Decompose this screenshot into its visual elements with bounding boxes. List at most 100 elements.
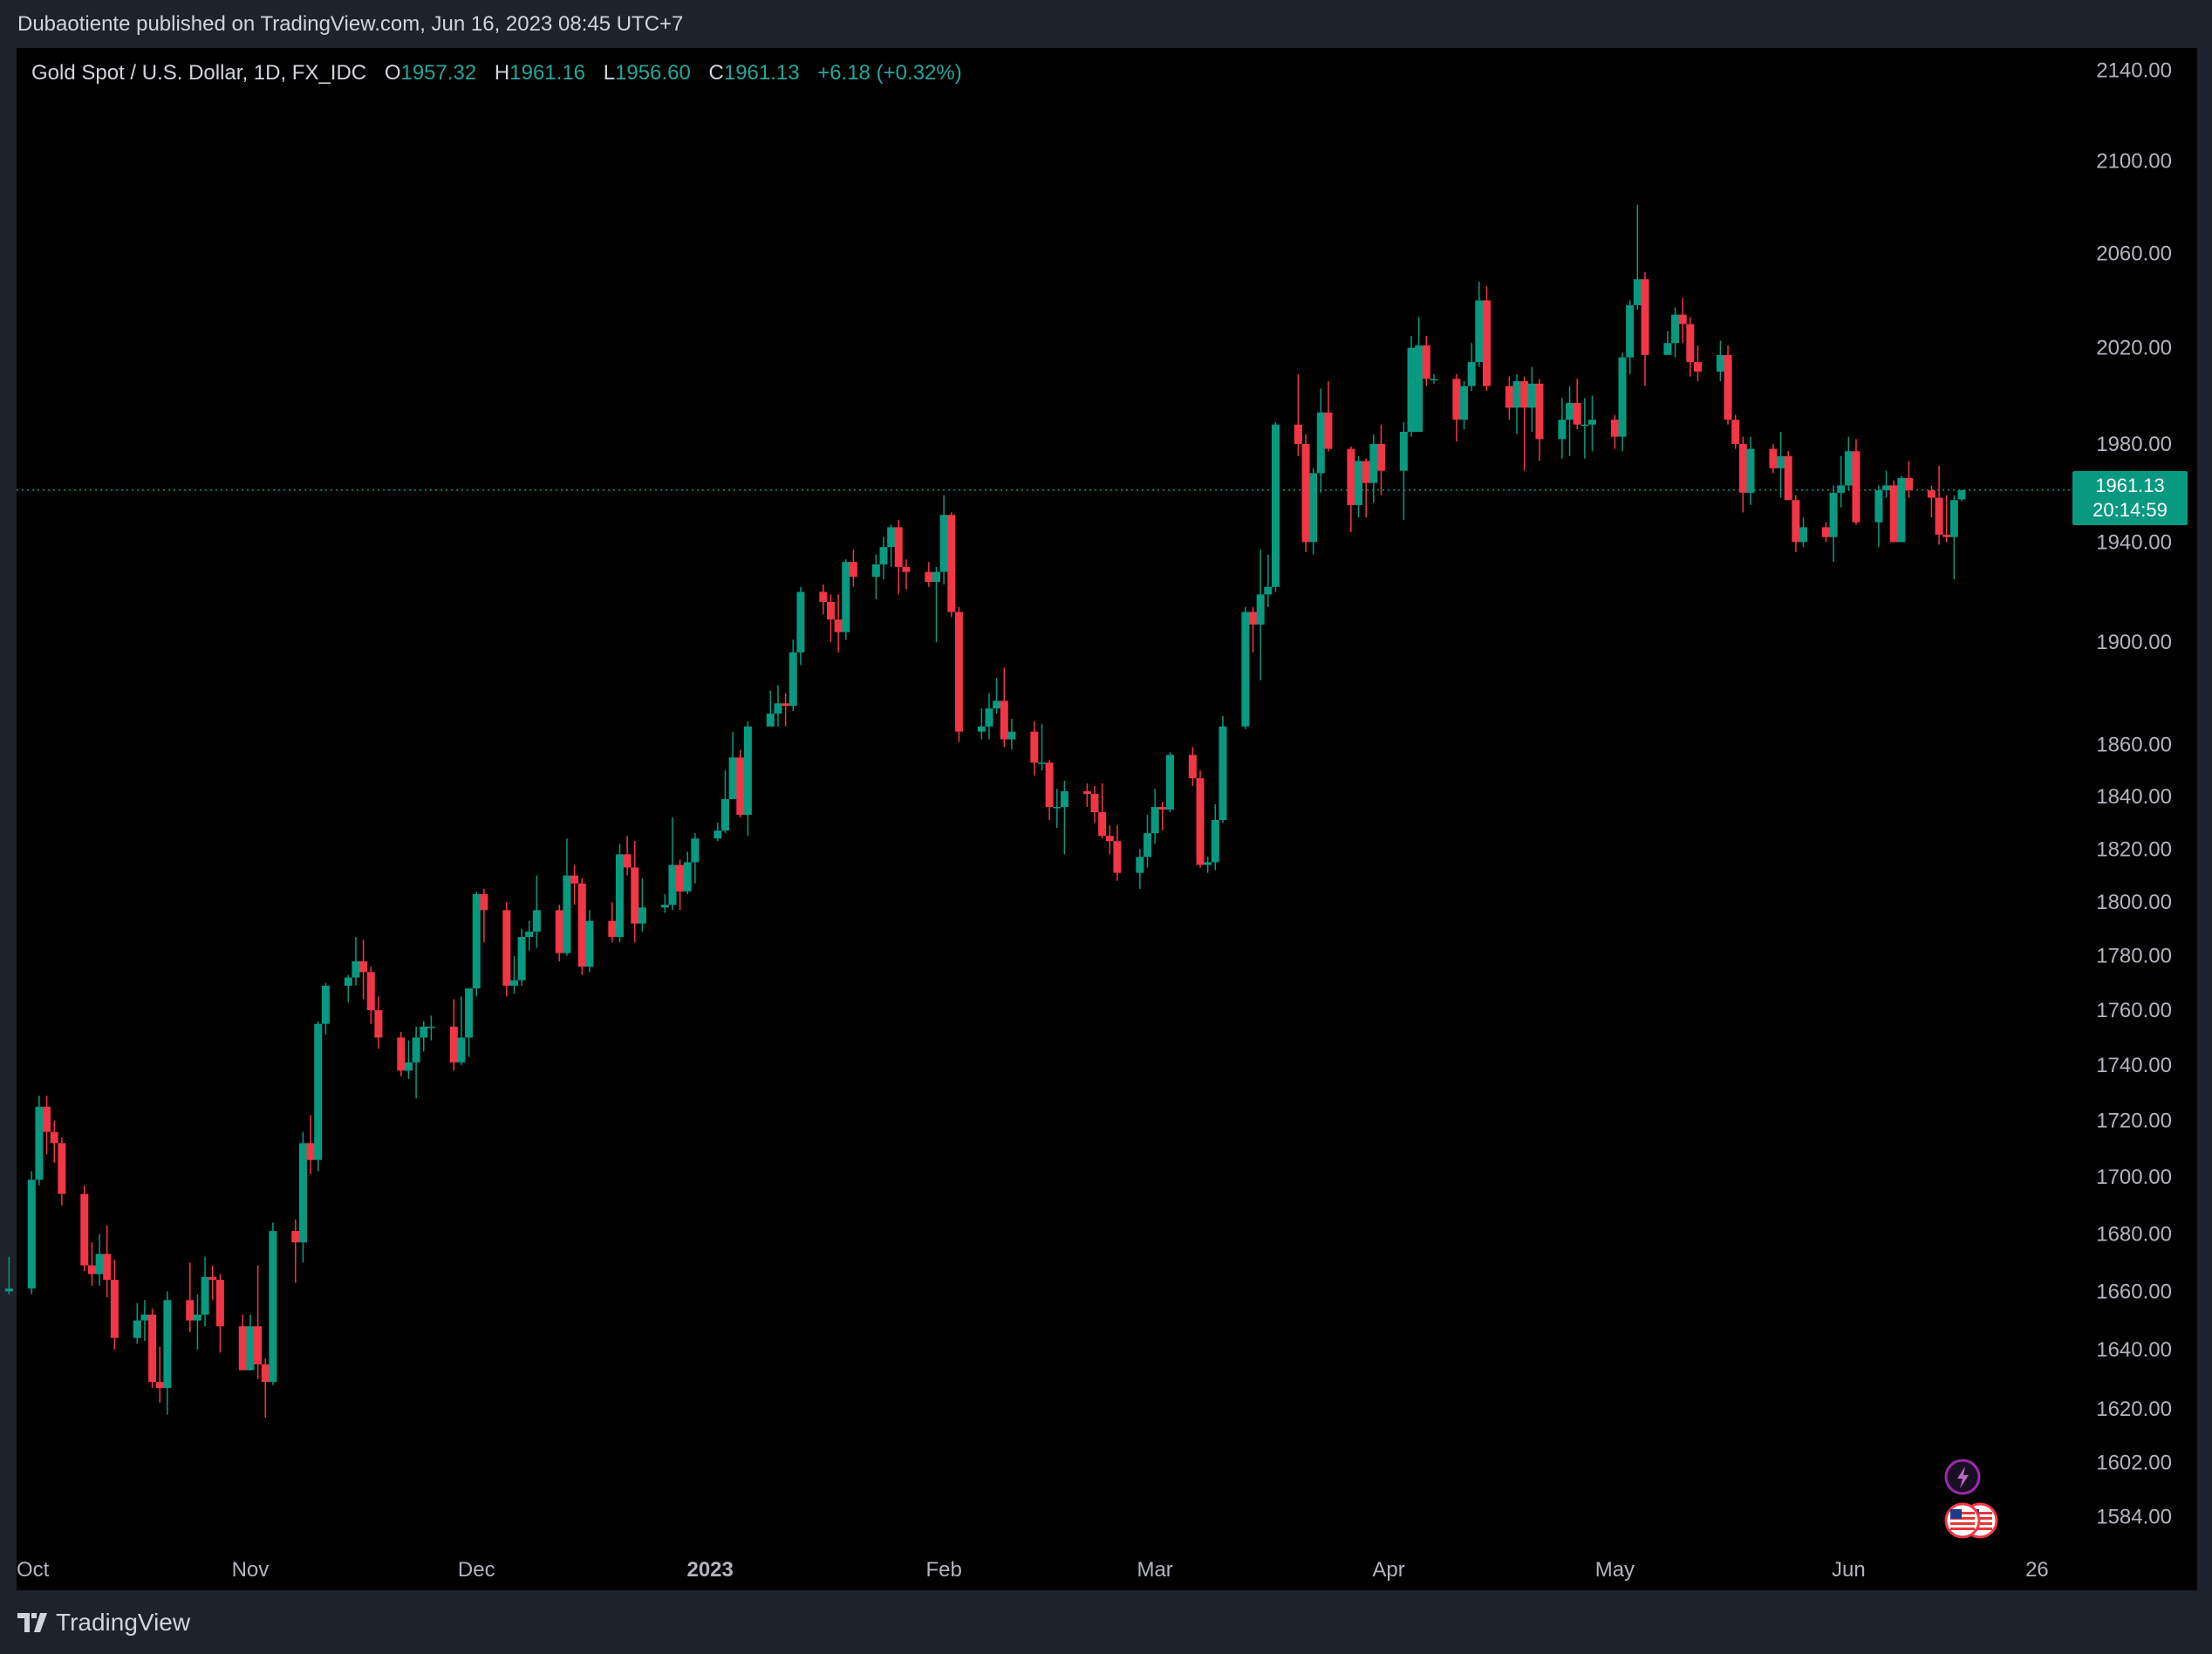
- candle-body: [720, 799, 729, 831]
- candle-body: [1505, 386, 1513, 408]
- candle-body: [1376, 443, 1385, 471]
- candle-body: [1399, 432, 1408, 471]
- change-value: +6.18 (+0.32%): [817, 61, 962, 85]
- y-tick-label: 2020.00: [2096, 337, 2172, 360]
- candle-body: [50, 1131, 58, 1144]
- candle-body: [887, 527, 896, 548]
- candle-body: [140, 1314, 149, 1321]
- candle-body: [1889, 485, 1898, 543]
- candle-body: [95, 1254, 104, 1275]
- candle-body: [1520, 381, 1529, 408]
- y-tick-label: 1740.00: [2096, 1054, 2172, 1077]
- candle-body: [103, 1254, 112, 1281]
- candle-body: [1045, 762, 1054, 808]
- candle-body: [849, 562, 857, 578]
- y-tick-label: 1700.00: [2096, 1165, 2172, 1189]
- candle-body: [1724, 354, 1732, 420]
- candle-body: [201, 1276, 209, 1315]
- candle-body: [570, 875, 579, 884]
- candle-body: [1927, 490, 1936, 498]
- candle-body: [1618, 357, 1627, 437]
- candle-body: [1460, 386, 1469, 420]
- candle-body: [110, 1280, 119, 1338]
- x-tick-label: Oct: [17, 1558, 50, 1582]
- candle-body: [193, 1314, 201, 1321]
- x-tick-label: 2023: [686, 1558, 733, 1582]
- high-value: 1961.16: [509, 61, 586, 85]
- candle-body: [932, 571, 940, 583]
- candle-body: [826, 601, 835, 620]
- flag-stripe: [1950, 1512, 1975, 1514]
- candle-body: [1482, 300, 1491, 386]
- candle-body: [1633, 279, 1642, 305]
- candle-body: [1452, 379, 1461, 420]
- candle-body: [87, 1265, 96, 1275]
- candle-body: [420, 1026, 428, 1038]
- candle-body: [1219, 726, 1227, 821]
- y-tick-label: 2140.00: [2096, 59, 2172, 83]
- candle-body: [397, 1037, 406, 1071]
- candle-body: [796, 591, 805, 653]
- candle-body: [1007, 731, 1016, 740]
- candle-body: [1060, 791, 1068, 808]
- y-tick-label: 1584.00: [2096, 1506, 2172, 1529]
- candle-body: [577, 883, 586, 967]
- candle-body: [155, 1382, 164, 1388]
- candle-body: [1852, 451, 1860, 523]
- candle-body: [623, 854, 632, 868]
- candle-body: [238, 1326, 247, 1370]
- last-price-badge: 1961.13 20:14:59: [2072, 471, 2188, 525]
- candle-body: [1686, 324, 1695, 363]
- candle-body: [1271, 424, 1280, 587]
- candle-body: [35, 1106, 44, 1180]
- candle-body: [344, 977, 352, 986]
- candle-body: [743, 726, 752, 816]
- candle-body: [676, 865, 685, 892]
- candle-body: [1610, 420, 1619, 437]
- candle-body: [291, 1231, 300, 1243]
- candle-body: [246, 1326, 255, 1370]
- candle-body: [1799, 527, 1807, 543]
- flag-stripe: [1968, 1528, 1992, 1530]
- candle-body: [1558, 420, 1567, 440]
- candle-body: [954, 612, 963, 732]
- candle-body: [691, 838, 700, 863]
- candle-body: [939, 515, 948, 572]
- candle-body: [1053, 807, 1062, 809]
- candle-body: [1731, 420, 1740, 444]
- candle-body: [1738, 443, 1747, 493]
- candle-body: [1144, 833, 1152, 858]
- candle-body: [1641, 279, 1649, 355]
- footer-brand[interactable]: TradingView: [17, 1609, 190, 1637]
- candle-body: [404, 1062, 413, 1071]
- candle-body: [261, 1364, 270, 1383]
- candle-body: [555, 910, 563, 953]
- y-tick-label: 1660.00: [2096, 1280, 2172, 1303]
- low-label: L: [603, 61, 616, 85]
- candle-body: [1369, 443, 1378, 483]
- open-label: O: [384, 61, 401, 85]
- lightning-glyph: [1957, 1466, 1969, 1488]
- y-tick-label: 1760.00: [2096, 999, 2172, 1022]
- candle-body: [1249, 612, 1258, 625]
- y-tick-label: 1900.00: [2096, 631, 2172, 654]
- candle-body: [80, 1193, 89, 1266]
- candle-body: [879, 547, 888, 565]
- candle-body: [1678, 314, 1687, 325]
- open-value: 1957.32: [400, 61, 477, 85]
- candle-body: [1105, 836, 1114, 842]
- candle-body: [298, 1143, 307, 1243]
- candle-body: [1355, 461, 1363, 505]
- y-tick-label: 1680.00: [2096, 1222, 2172, 1246]
- candle-body: [1949, 500, 1958, 537]
- candle-body: [1844, 451, 1853, 486]
- chart-area[interactable]: [17, 48, 2197, 1590]
- candle-body: [585, 920, 594, 967]
- candle-body: [472, 893, 481, 988]
- candle-body: [902, 566, 911, 572]
- y-tick-label: 1602.00: [2096, 1451, 2172, 1474]
- candle-body: [947, 515, 956, 612]
- candle-body: [1874, 490, 1883, 523]
- candle-body: [1158, 807, 1167, 810]
